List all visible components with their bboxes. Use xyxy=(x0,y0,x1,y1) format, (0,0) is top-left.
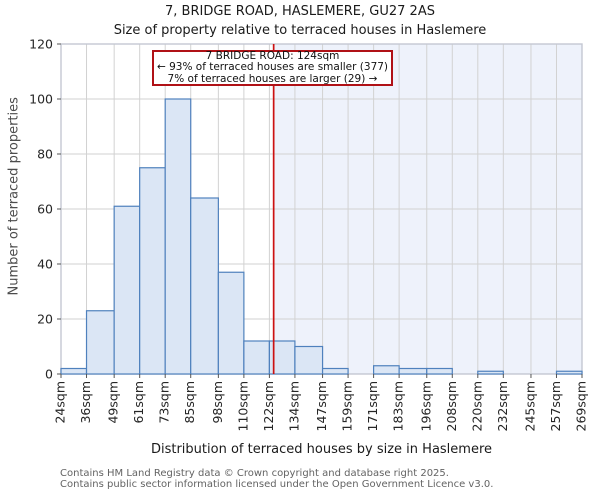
chart-title: 7, BRIDGE ROAD, HASLEMERE, GU27 2AS xyxy=(165,4,435,19)
x-tick-label: 269sqm xyxy=(574,381,589,431)
y-tick-label: 60 xyxy=(37,202,53,217)
x-tick-label: 208sqm xyxy=(444,381,459,431)
chart-subtitle: Size of property relative to terraced ho… xyxy=(113,23,487,38)
annotation-line-1: 7 BRIDGE ROAD: 124sqm xyxy=(205,49,340,62)
histogram-bar xyxy=(164,98,192,375)
x-axis-title: Distribution of terraced houses by size … xyxy=(150,442,493,457)
footer-attribution-line-2: Contains public sector information licen… xyxy=(60,479,494,490)
x-tick-label: 110sqm xyxy=(235,381,250,431)
x-tick-label: 85sqm xyxy=(182,381,197,424)
x-tick-label: 134sqm xyxy=(286,381,301,431)
annotation-line-3: 7% of terraced houses are larger (29) → xyxy=(167,72,378,85)
annotation-line-2: ← 93% of terraced houses are smaller (37… xyxy=(156,61,389,74)
x-tick-label: 73sqm xyxy=(157,381,172,424)
x-tick-label: 61sqm xyxy=(131,381,146,424)
x-tick-label: 122sqm xyxy=(261,381,276,431)
histogram-bar xyxy=(113,205,141,375)
x-tick-label: 183sqm xyxy=(391,381,406,431)
y-tick-label: 80 xyxy=(37,147,53,162)
y-tick-label: 0 xyxy=(45,367,53,382)
x-tick-label: 49sqm xyxy=(106,381,121,424)
x-tick-label: 232sqm xyxy=(495,381,510,431)
x-tick-label: 196sqm xyxy=(418,381,433,431)
y-axis-title: Number of terraced properties xyxy=(6,97,22,296)
histogram-bar xyxy=(294,345,324,375)
histogram-bar xyxy=(217,271,245,375)
histogram-bar xyxy=(398,367,428,375)
histogram-bar xyxy=(426,367,453,375)
y-tick-label: 100 xyxy=(29,92,53,107)
annotation-box: 7 BRIDGE ROAD: 124sqm ← 93% of terraced … xyxy=(152,50,393,86)
y-tick-label: 120 xyxy=(29,37,53,52)
histogram-bar xyxy=(85,310,115,375)
x-tick-label: 245sqm xyxy=(522,381,537,431)
x-tick-label: 220sqm xyxy=(469,381,484,431)
histogram-bar xyxy=(477,370,504,375)
x-tick-label: 257sqm xyxy=(548,381,563,431)
x-tick-label: 36sqm xyxy=(78,381,93,424)
histogram-bar xyxy=(243,340,271,375)
histogram-bar xyxy=(60,367,88,375)
y-tick-label: 40 xyxy=(37,257,53,272)
x-tick-label: 24sqm xyxy=(53,381,68,424)
footer-attribution-line-1: Contains HM Land Registry data © Crown c… xyxy=(60,468,449,479)
histogram-bar xyxy=(373,365,400,375)
x-tick-label: 147sqm xyxy=(314,381,329,431)
x-tick-label: 159sqm xyxy=(340,381,355,431)
histogram-bar xyxy=(190,197,219,375)
x-tick-label: 98sqm xyxy=(210,381,225,424)
histogram-bar xyxy=(139,167,166,375)
y-tick-label: 20 xyxy=(37,312,53,327)
histogram-bar xyxy=(321,367,349,375)
histogram-bar xyxy=(555,370,583,375)
x-tick-label: 171sqm xyxy=(365,381,380,431)
